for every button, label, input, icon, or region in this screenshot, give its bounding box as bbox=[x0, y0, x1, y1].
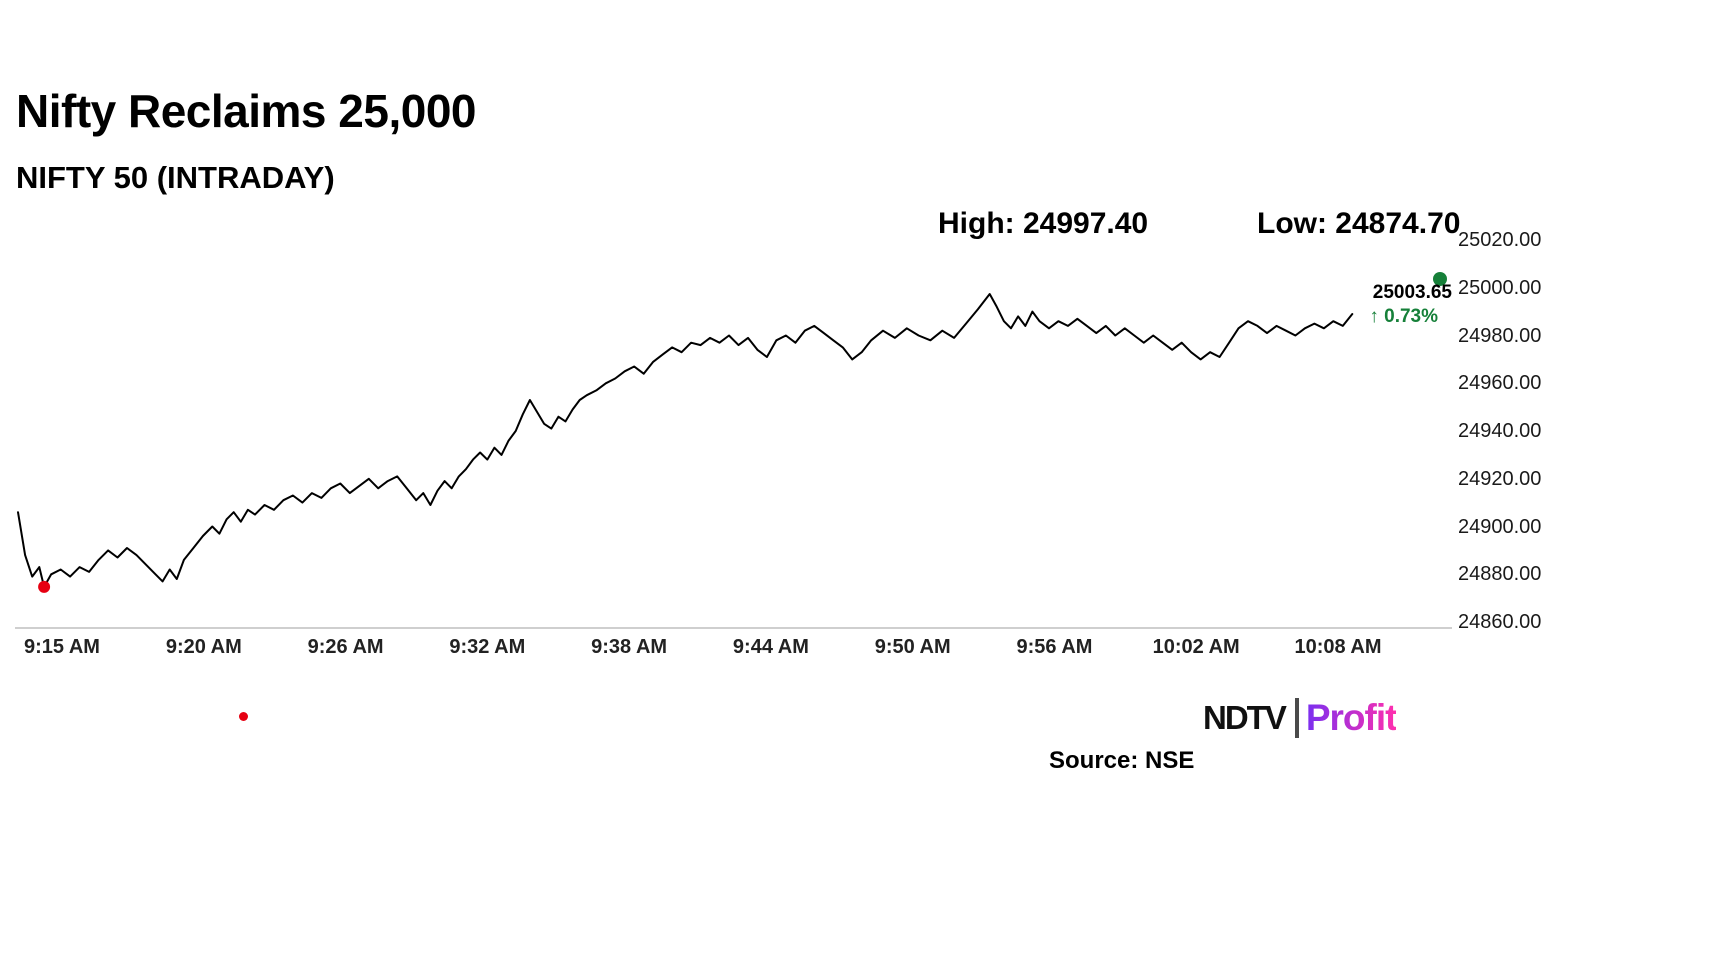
ndtv-profit-logo: NDTV Profit bbox=[1203, 694, 1398, 742]
chart-subtitle: NIFTY 50 (INTRADAY) bbox=[16, 160, 335, 195]
low-point-marker bbox=[38, 580, 51, 593]
logo-divider bbox=[1294, 698, 1299, 738]
high-value-label: High: 24997.40 bbox=[938, 207, 1149, 240]
profit-logo-text: Profit bbox=[1305, 697, 1398, 738]
page-title: Nifty Reclaims 25,000 bbox=[16, 85, 477, 137]
price-line bbox=[17, 293, 1354, 588]
ndtv-logo-text: NDTV bbox=[1203, 699, 1287, 736]
last-price-marker bbox=[1433, 272, 1447, 286]
last-change-label: ↑ 0.73% bbox=[1369, 306, 1438, 327]
source-note: Source: NSE bbox=[1049, 747, 1195, 774]
last-price-label: 25003.65 bbox=[1372, 282, 1452, 303]
ndtv-logo-red-dot-icon bbox=[239, 712, 248, 721]
low-value-label: Low: 24874.70 bbox=[1257, 207, 1461, 240]
